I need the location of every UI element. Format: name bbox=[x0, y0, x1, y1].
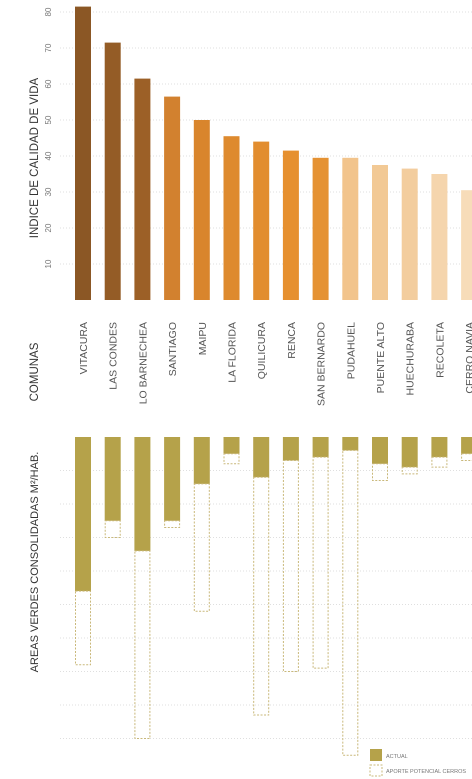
top-bar bbox=[282, 150, 299, 300]
legend-swatch-potential bbox=[369, 764, 383, 777]
bar-potential bbox=[372, 463, 388, 482]
top-bar bbox=[342, 157, 359, 300]
top-y-tick-label: 20 bbox=[44, 223, 53, 232]
top-bar bbox=[431, 174, 448, 300]
bar-actual bbox=[461, 437, 472, 454]
bar-actual bbox=[193, 437, 210, 484]
comuna-label: LA FLORIDA bbox=[227, 322, 239, 383]
top-bar bbox=[401, 168, 418, 300]
bar-potential bbox=[223, 453, 240, 465]
bar-potential bbox=[282, 459, 299, 673]
comuna-label: SANTIAGO bbox=[167, 322, 179, 376]
top-y-tick-label: 60 bbox=[44, 79, 53, 88]
top-bar bbox=[193, 120, 210, 300]
comuna-label: MAIPU bbox=[197, 322, 209, 355]
top-chart-y-ticks: 10 20 30 40 50 60 70 80 bbox=[44, 7, 53, 268]
bar-actual bbox=[253, 437, 270, 478]
bar-potential bbox=[253, 476, 270, 716]
bar-actual bbox=[312, 437, 329, 458]
bar-potential bbox=[342, 449, 359, 756]
bottom-chart-y-axis-label: AREAS VERDES CONSOLIDADAS M²/HAB. bbox=[29, 452, 41, 673]
bar-potential bbox=[401, 466, 418, 475]
legend-swatch-actual bbox=[370, 749, 382, 761]
comuna-labels: VITACURA LAS CONDES LO BARNECHEA SANTIAGO MA… bbox=[78, 322, 472, 406]
bar-actual bbox=[401, 437, 418, 468]
bottom-chart-bars bbox=[75, 437, 472, 756]
top-bar bbox=[104, 42, 121, 300]
top-bar bbox=[223, 136, 240, 300]
bar-actual bbox=[134, 437, 151, 551]
comuna-label: SAN BERNARDO bbox=[316, 322, 328, 406]
comuna-label: QUILICURA bbox=[256, 322, 268, 379]
bar-actual bbox=[282, 437, 299, 461]
bar-potential bbox=[134, 550, 151, 740]
comuna-label: HUECHURABA bbox=[405, 322, 417, 396]
top-y-tick-label: 10 bbox=[44, 259, 53, 268]
bar-actual bbox=[342, 437, 359, 451]
top-y-tick-label: 70 bbox=[44, 43, 53, 52]
comuna-label: LAS CONDES bbox=[108, 322, 120, 390]
comuna-label: LO BARNECHEA bbox=[137, 322, 149, 404]
top-y-tick-label: 30 bbox=[44, 187, 53, 196]
bar-actual bbox=[164, 437, 181, 521]
comuna-label: PUENTE ALTO bbox=[375, 322, 387, 393]
bar-potential bbox=[75, 590, 91, 666]
comuna-label: CERRO NAVIA bbox=[464, 322, 472, 394]
bar-potential bbox=[312, 456, 329, 669]
bar-potential bbox=[104, 520, 121, 538]
top-y-tick-label: 80 bbox=[44, 7, 53, 16]
bar-potential bbox=[193, 483, 210, 612]
top-y-tick-label: 50 bbox=[44, 115, 53, 124]
bar-actual bbox=[372, 437, 388, 464]
bar-actual bbox=[223, 437, 240, 454]
bar-actual bbox=[75, 437, 91, 592]
top-bar bbox=[461, 190, 472, 300]
bottom-chart-gridlines bbox=[60, 470, 472, 739]
comuna-label: RECOLETA bbox=[434, 322, 446, 378]
legend-label-actual: ACTUAL bbox=[386, 754, 408, 760]
legend: ACTUAL APORTE POTENCIAL CERROS bbox=[369, 749, 466, 777]
top-chart-bars bbox=[75, 6, 472, 300]
top-bar bbox=[253, 141, 270, 300]
comuna-label: PUDAHUEL bbox=[345, 322, 357, 379]
top-bar bbox=[164, 96, 181, 300]
top-bar bbox=[372, 165, 388, 300]
bar-potential bbox=[461, 453, 472, 461]
bar-potential bbox=[164, 520, 181, 528]
bar-potential bbox=[431, 456, 448, 468]
bar-actual bbox=[104, 437, 121, 521]
comuna-label: VITACURA bbox=[78, 322, 90, 374]
bar-actual bbox=[431, 437, 448, 458]
top-bar bbox=[312, 157, 329, 300]
top-chart-y-axis-label: INDICE DE CALIDAD DE VIDA bbox=[29, 77, 41, 238]
comunas-axis-label: COMUNAS bbox=[29, 342, 41, 401]
legend-label-potential: APORTE POTENCIAL CERROS bbox=[386, 769, 466, 775]
comuna-label: RENCA bbox=[286, 322, 298, 359]
top-y-tick-label: 40 bbox=[44, 151, 53, 160]
top-bar bbox=[75, 6, 91, 300]
top-bar bbox=[134, 78, 151, 300]
